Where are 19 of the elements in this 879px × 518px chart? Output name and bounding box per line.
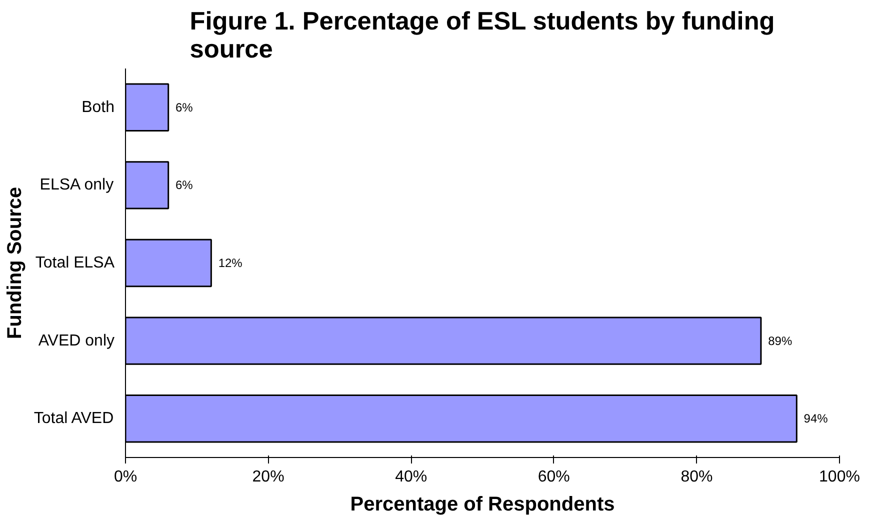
x-tick-label: 80%: [680, 468, 713, 486]
y-axis-title: Funding Source: [4, 186, 26, 340]
data-label: 94%: [804, 412, 828, 426]
x-tick-label: 20%: [252, 468, 284, 486]
data-label: 6%: [175, 178, 194, 192]
data-label: 89%: [768, 334, 792, 348]
x-axis-title: Percentage of Respondents: [350, 494, 615, 516]
y-tick-label: Both: [82, 98, 115, 116]
y-tick-label: Total ELSA: [35, 254, 115, 272]
data-label: 6%: [175, 100, 194, 114]
x-tick-label: 0%: [114, 468, 138, 486]
chart-title: Figure 1. Percentage of ESL students by funding source: [190, 8, 775, 64]
x-tick-label: 40%: [395, 468, 428, 486]
data-label: 12%: [218, 256, 243, 270]
x-tick-label: 100%: [819, 468, 860, 486]
y-tick-label: AVED only: [38, 332, 115, 350]
x-tick-label: 60%: [538, 468, 570, 486]
y-tick-label: Total AVED: [34, 410, 114, 428]
y-tick-label: ELSA only: [40, 176, 114, 194]
